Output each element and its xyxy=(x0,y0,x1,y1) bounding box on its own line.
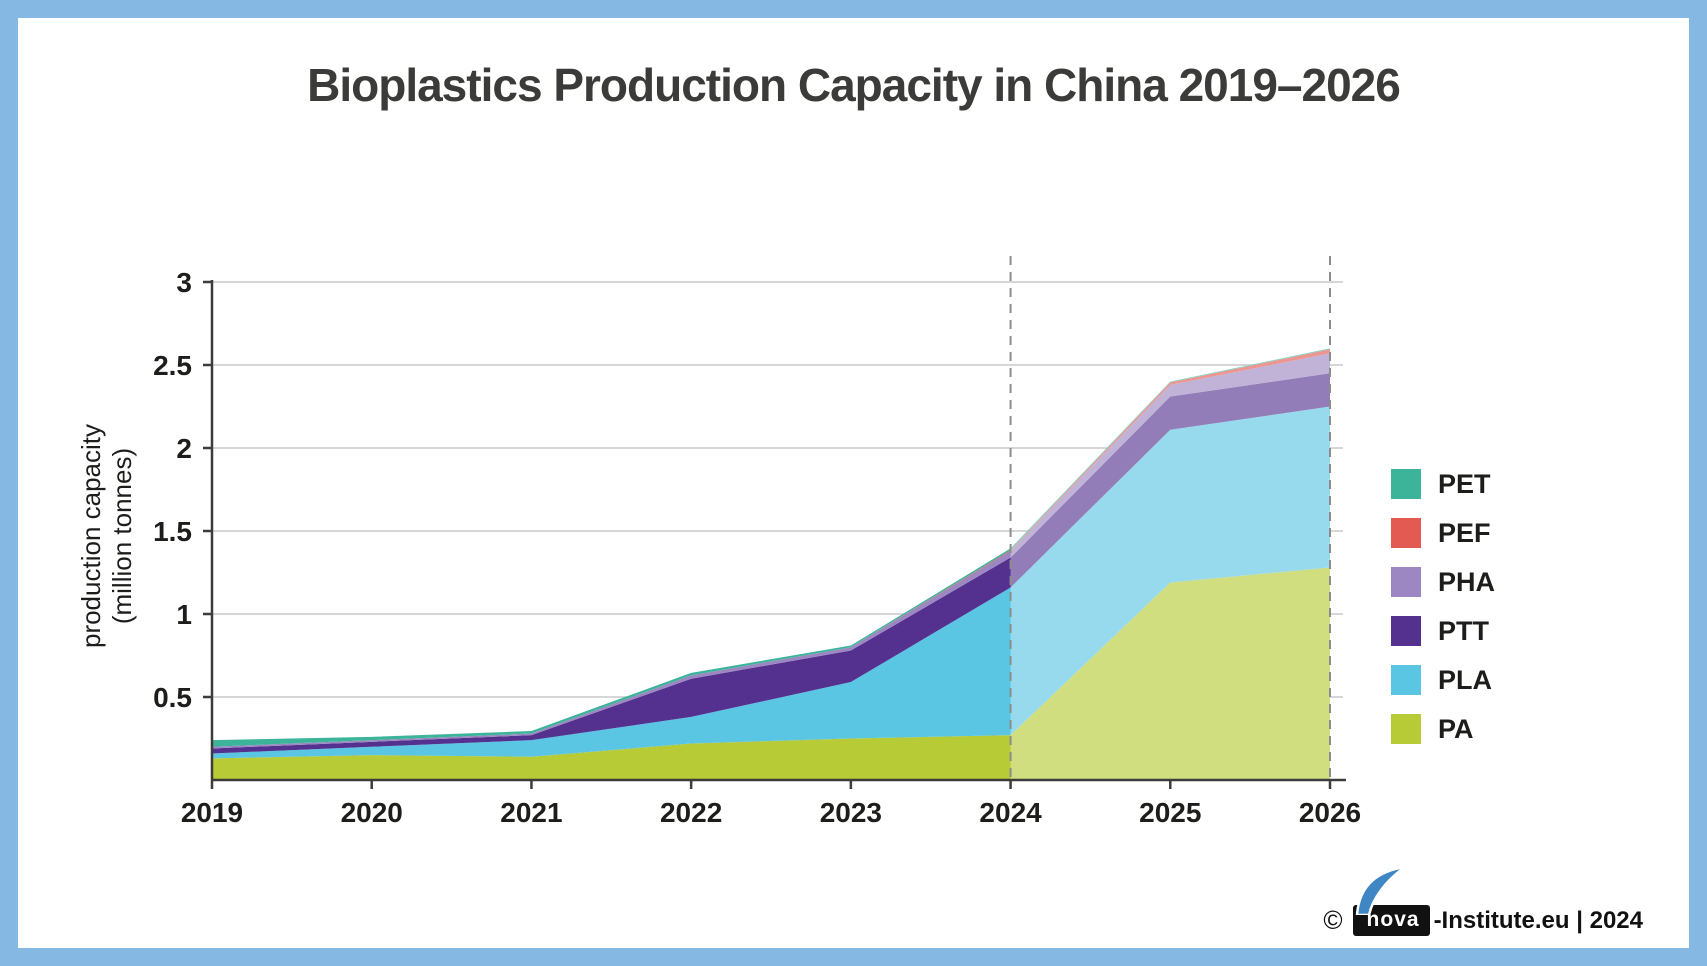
legend-swatch-pla xyxy=(1391,665,1421,695)
chart-legend: PET PEF PHA PTT PLA PA xyxy=(1391,469,1495,763)
legend-label-pha: PHA xyxy=(1438,566,1496,597)
y-tick-label: 1 xyxy=(176,599,192,630)
x-tick-label: 2019 xyxy=(181,797,243,828)
x-tick-label: 2025 xyxy=(1139,797,1201,828)
area-pla xyxy=(212,406,1330,759)
legend-swatch-pha xyxy=(1391,567,1421,597)
legend-item-pla: PLA xyxy=(1391,665,1495,695)
y-tick-label: 2 xyxy=(176,433,192,464)
legend-label-pet: PET xyxy=(1438,468,1491,499)
legend-swatch-pet xyxy=(1391,469,1421,499)
x-tick-label: 2024 xyxy=(979,797,1042,828)
y-tick-label: 1.5 xyxy=(153,516,192,547)
footer-suffix-text: -Institute.eu | 2024 xyxy=(1433,906,1643,934)
nova-institute-logo: nova xyxy=(1352,867,1430,936)
nova-logo-text: nova xyxy=(1352,905,1430,936)
page-title: Bioplastics Production Capacity in China… xyxy=(307,59,1401,111)
legend-item-pha: PHA xyxy=(1391,567,1495,597)
y-tick-label: 2.5 xyxy=(153,350,192,381)
x-tick-label: 2026 xyxy=(1299,797,1361,828)
legend-label-pef: PEF xyxy=(1438,517,1491,548)
x-tick-label: 2021 xyxy=(500,797,562,828)
nova-logo-swoosh-icon xyxy=(1355,867,1406,915)
legend-label-ptt: PTT xyxy=(1438,615,1489,646)
forecast-shading-overlay xyxy=(1010,348,1330,780)
legend-label-pa: PA xyxy=(1438,713,1474,744)
legend-label-pla: PLA xyxy=(1438,664,1492,695)
legend-swatch-pa xyxy=(1391,714,1421,744)
legend-item-pa: PA xyxy=(1391,714,1495,744)
legend-item-pef: PEF xyxy=(1391,518,1495,548)
attribution-footer: © nova -Institute.eu | 2024 xyxy=(1323,867,1643,936)
legend-swatch-ptt xyxy=(1391,616,1421,646)
y-tick-label: 0.5 xyxy=(153,682,192,713)
x-tick-label: 2020 xyxy=(341,797,403,828)
copyright-symbol: © xyxy=(1323,905,1343,935)
x-tick-label: 2022 xyxy=(660,797,722,828)
y-tick-label: 3 xyxy=(176,267,192,298)
area-pa xyxy=(212,567,1330,780)
legend-swatch-pef xyxy=(1391,518,1421,548)
legend-item-ptt: PTT xyxy=(1391,616,1495,646)
area-ptt xyxy=(212,373,1330,754)
legend-item-pet: PET xyxy=(1391,469,1495,499)
x-tick-label: 2023 xyxy=(820,797,882,828)
